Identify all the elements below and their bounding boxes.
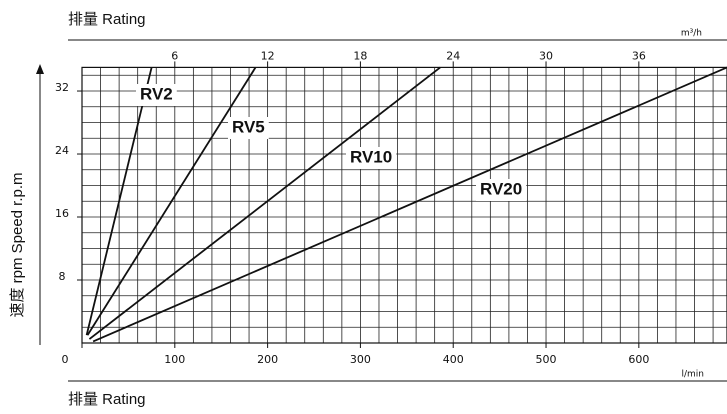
x2-tick-label: 24 [446, 49, 460, 62]
x-unit: l/min [681, 370, 704, 380]
x-tick-label: 400 [443, 353, 464, 366]
series-line [92, 66, 727, 343]
y-tick-label: 8 [59, 270, 66, 283]
series-label: RV10 [350, 147, 392, 166]
x2-tick-label: 6 [171, 49, 178, 62]
series-line [85, 67, 153, 336]
y-tick-label: 24 [55, 144, 69, 157]
y-axis-title: 速度 rpm Speed r.p.m [9, 172, 26, 317]
x-tick-label: 0 [62, 353, 69, 366]
y-tick-label: 32 [55, 81, 69, 94]
x-tick-label: 500 [536, 353, 557, 366]
x2-unit: m³/h [681, 29, 702, 39]
plot-frame [81, 66, 727, 344]
series-line [88, 66, 441, 340]
x2-tick-label: 36 [632, 49, 646, 62]
x2-tick-label: 12 [261, 49, 275, 62]
x-tick-label: 200 [257, 353, 278, 366]
x-axis-title: 排量 Rating [68, 391, 146, 408]
label-bg [346, 147, 397, 169]
y-arrowhead [36, 64, 44, 74]
label-bg [476, 179, 527, 201]
x-tick-label: 300 [350, 353, 371, 366]
series-label: RV2 [140, 84, 173, 103]
x2-tick-label: 30 [539, 49, 553, 62]
x2-tick-label: 18 [353, 49, 367, 62]
series-label: RV20 [480, 179, 522, 198]
label-bg [228, 117, 269, 139]
x-tick-label: 600 [628, 353, 649, 366]
x-tick-label: 100 [164, 353, 185, 366]
label-bg [136, 84, 177, 106]
y-tick-label: 16 [55, 207, 69, 220]
series-label: RV5 [232, 117, 265, 136]
series-line [86, 66, 257, 336]
chart-title: 排量 Rating [68, 11, 146, 28]
